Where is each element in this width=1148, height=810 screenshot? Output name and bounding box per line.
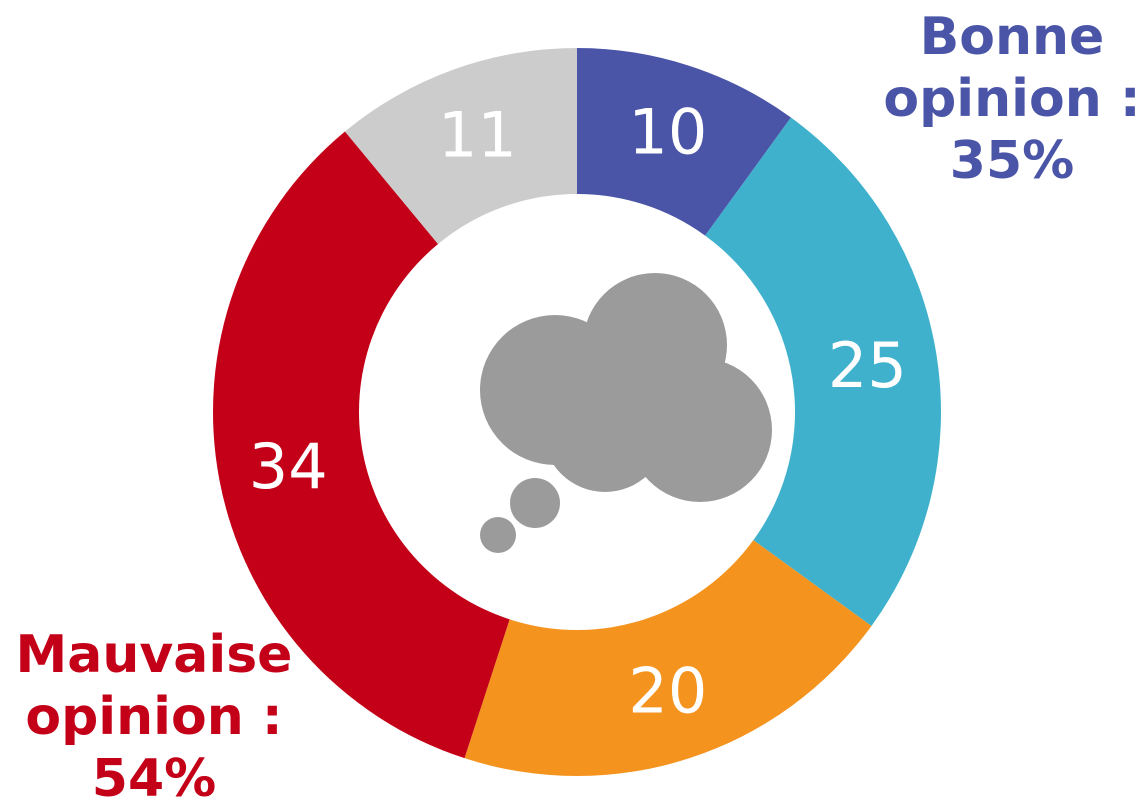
slice-value-label-4: 11 (438, 98, 517, 171)
good-opinion-line-3: 35% (949, 131, 1075, 191)
slice-value-label-2: 20 (628, 655, 707, 728)
donut-slice-4 (344, 48, 577, 245)
slice-value-label-1: 25 (828, 329, 907, 402)
bad-opinion-line-2: opinion : (25, 687, 283, 747)
donut-slice-2 (464, 540, 872, 776)
donut-slice-1 (705, 117, 941, 626)
thought-cloud-icon (480, 273, 772, 553)
donut-slice-3 (212, 131, 510, 759)
donut-slice-0 (577, 48, 791, 236)
good-opinion-annotation: Bonne opinion : 35% (878, 6, 1146, 192)
slice-value-label-0: 10 (628, 95, 707, 168)
bad-opinion-annotation: Mauvaise opinion : 54% (8, 624, 300, 810)
good-opinion-line-2: opinion : (883, 69, 1141, 129)
bad-opinion-line-1: Mauvaise (15, 625, 293, 685)
donut-slices (212, 48, 941, 776)
bad-opinion-line-3: 54% (91, 749, 217, 809)
slice-value-labels: 10 25 20 34 11 (249, 95, 907, 727)
slice-value-label-3: 34 (249, 430, 328, 503)
good-opinion-line-1: Bonne (919, 7, 1105, 67)
